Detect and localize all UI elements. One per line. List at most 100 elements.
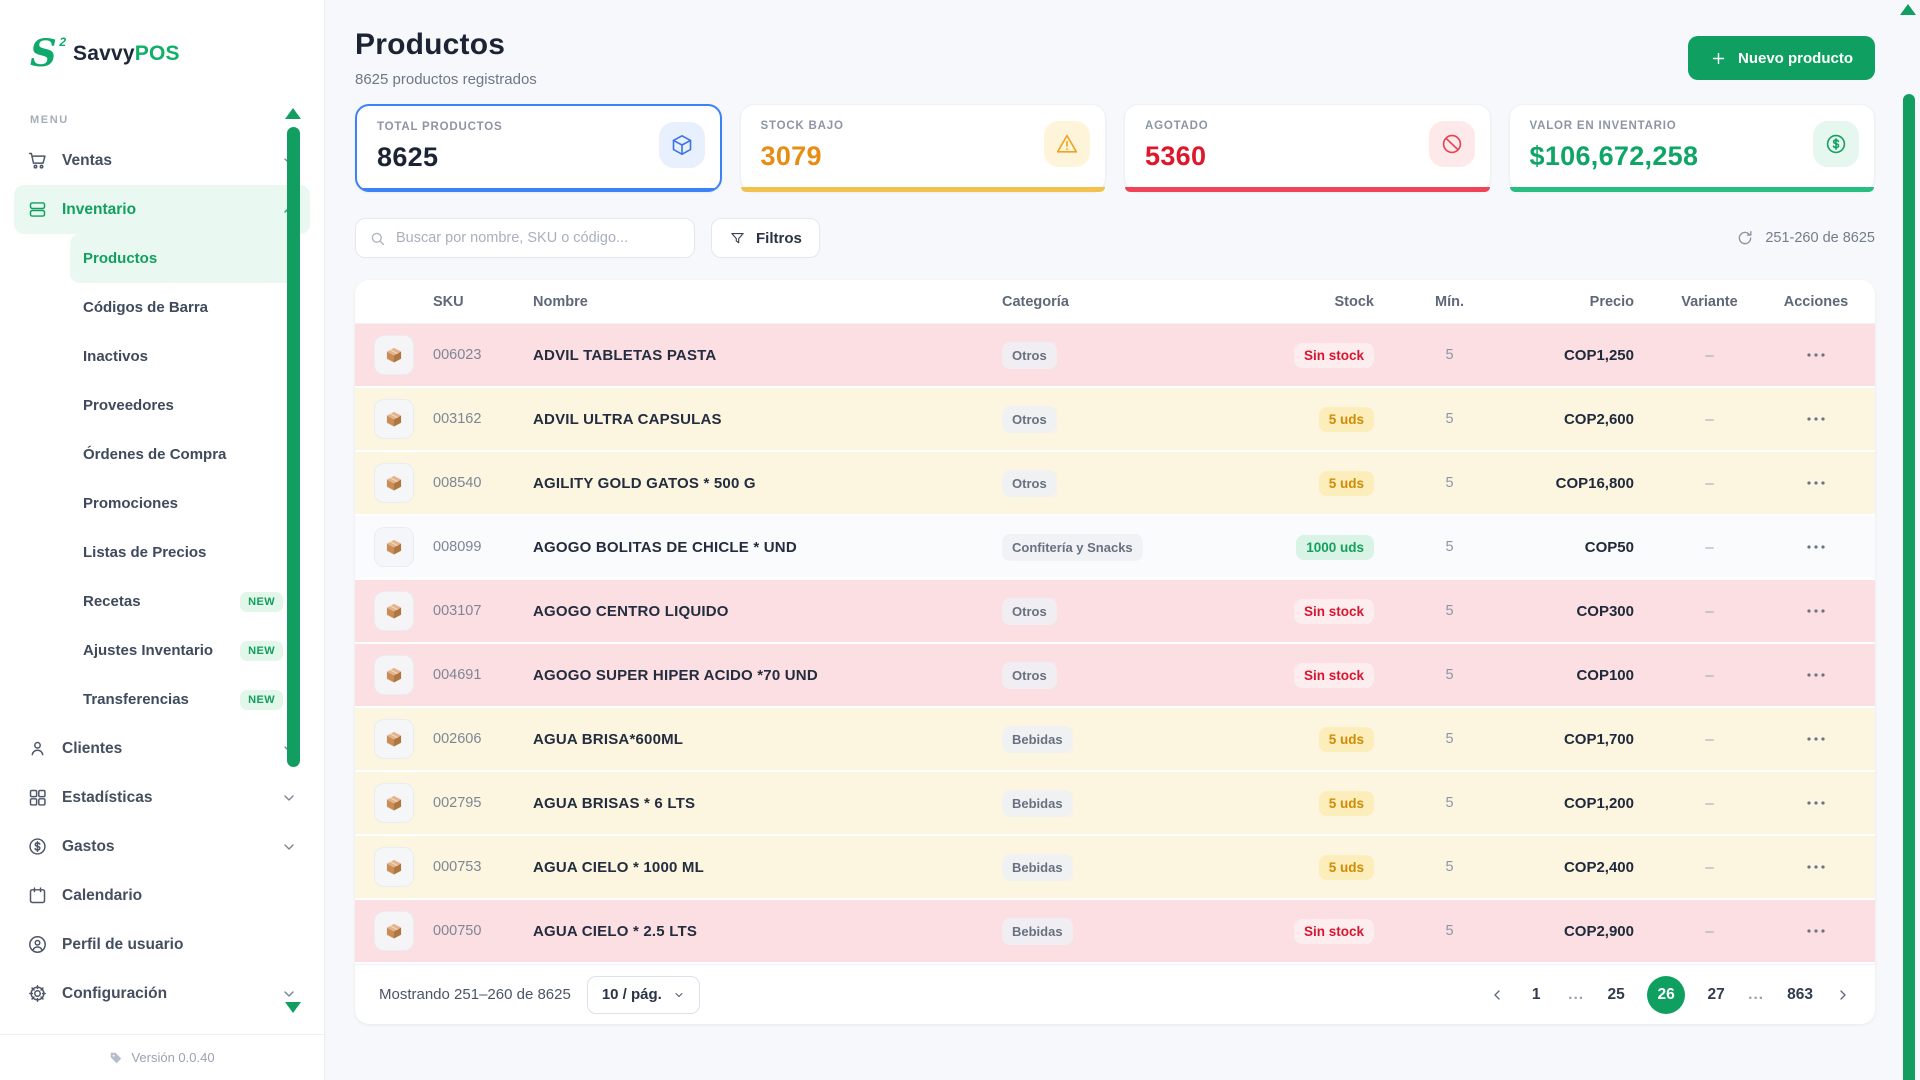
product-row[interactable]: 006023 ADVIL TABLETAS PASTA Otros Sin st… [355,324,1875,388]
package-icon [374,719,414,759]
variant-cell: – [1662,475,1757,492]
sidebar-item-ventas[interactable]: Ventas [14,136,310,185]
product-name-cell: AGOGO SUPER HIPER ACIDO *70 UND [533,667,1002,684]
page-button-26-active[interactable]: 26 [1647,976,1685,1014]
new-product-button[interactable]: Nuevo producto [1688,36,1875,80]
prev-page-button[interactable] [1489,987,1505,1003]
page-button-27[interactable]: 27 [1707,986,1725,1004]
sidebar-item-estadisticas[interactable]: Estadísticas [14,773,310,822]
package-icon [374,591,414,631]
package-icon [374,911,414,951]
page-button-1[interactable]: 1 [1527,986,1545,1004]
search-box [355,218,695,258]
stat-card-total-productos[interactable]: TOTAL PRODUCTOS 8625 [355,104,722,192]
sidebar-item-calendario[interactable]: Calendario [14,871,310,920]
product-name-cell: AGOGO CENTRO LIQUIDO [533,603,1002,620]
dollar-circle-icon [27,836,48,857]
column-header-stock[interactable]: Stock [1252,294,1402,310]
product-row[interactable]: 004691 AGOGO SUPER HIPER ACIDO *70 UND O… [355,644,1875,708]
sidebar-subitem-listas-de-precios[interactable]: Listas de Precios [70,528,296,577]
brand-logo[interactable]: S2 SavvyPOS [0,0,324,74]
row-actions-button[interactable] [1806,480,1826,486]
row-actions-button[interactable] [1806,608,1826,614]
product-row[interactable]: 000753 AGUA CIELO * 1000 ML Bebidas 5 ud… [355,836,1875,900]
stock-badge: 5 uds [1319,791,1374,816]
sidebar-subitem-recetas[interactable]: RecetasNEW [70,577,296,626]
product-row[interactable]: 003107 AGOGO CENTRO LIQUIDO Otros Sin st… [355,580,1875,644]
product-row[interactable]: 002795 AGUA BRISAS * 6 LTS Bebidas 5 uds… [355,772,1875,836]
variant-cell: – [1662,603,1757,620]
row-actions-button[interactable] [1806,736,1826,742]
sidebar-subitem-ajustes-inventario[interactable]: Ajustes InventarioNEW [70,626,296,675]
product-row[interactable]: 008540 AGILITY GOLD GATOS * 500 G Otros … [355,452,1875,516]
product-name-cell: AGOGO BOLITAS DE CHICLE * UND [533,539,1002,556]
column-header-sku[interactable]: SKU [433,294,533,310]
row-actions-button[interactable] [1806,544,1826,550]
sidebar-item-gastos[interactable]: Gastos [14,822,310,871]
stat-card-stock-bajo[interactable]: STOCK BAJO 3079 [740,104,1107,192]
package-icon [374,655,414,695]
page-size-select[interactable]: 10 / pág. [587,976,700,1014]
stat-card-valor-inventario[interactable]: VALOR EN INVENTARIO $106,672,258 [1509,104,1876,192]
sidebar-item-inventario[interactable]: Inventario [14,185,310,234]
page-button-863[interactable]: 863 [1787,986,1813,1004]
category-chip: Bebidas [1002,854,1073,881]
sidebar-scroll-up-arrow[interactable] [285,108,301,119]
product-row[interactable]: 008099 AGOGO BOLITAS DE CHICLE * UND Con… [355,516,1875,580]
sidebar-scrollbar-thumb[interactable] [287,127,300,767]
row-actions-button[interactable] [1806,928,1826,934]
row-actions-button[interactable] [1806,416,1826,422]
main-content: Productos 8625 productos registrados Nue… [325,0,1920,1080]
app-version: Versión 0.0.40 [109,1050,214,1065]
sidebar-item-clientes[interactable]: Clientes [14,724,310,773]
stat-label: AGOTADO [1145,120,1470,132]
product-row[interactable]: 002606 AGUA BRISA*600ML Bebidas 5 uds 5 … [355,708,1875,772]
stock-badge: Sin stock [1294,663,1374,688]
page-button-25[interactable]: 25 [1607,986,1625,1004]
warning-triangle-icon [1044,121,1090,167]
sidebar-subitem-transferencias[interactable]: TransferenciasNEW [70,675,296,724]
page-scroll-up-arrow[interactable] [1900,4,1916,15]
row-actions-button[interactable] [1806,864,1826,870]
column-header-precio[interactable]: Precio [1497,294,1662,310]
search-input[interactable] [396,230,681,246]
column-header-nombre[interactable]: Nombre [533,294,1002,310]
next-page-button[interactable] [1835,987,1851,1003]
dollar-circle-icon [1813,121,1859,167]
row-actions-button[interactable] [1806,800,1826,806]
column-header-variante[interactable]: Variante [1662,294,1757,310]
sidebar-item-configuracion[interactable]: Configuración [14,969,310,1018]
sidebar-subitem-codigos-de-barra[interactable]: Códigos de Barra [70,283,296,332]
pagination: 1 ... 25 26 27 ... 863 [1489,976,1851,1014]
sidebar-subitem-promociones[interactable]: Promociones [70,479,296,528]
price-cell: COP16,800 [1497,475,1662,492]
sidebar-subitem-productos[interactable]: Productos [70,234,296,283]
refresh-icon[interactable] [1736,229,1754,247]
row-actions-button[interactable] [1806,672,1826,678]
column-header-acciones[interactable]: Acciones [1757,294,1875,310]
sku-cell: 002606 [433,731,533,747]
category-chip: Bebidas [1002,726,1073,753]
stat-value: 3079 [761,141,1086,172]
sidebar-subitem-ordenes-de-compra[interactable]: Órdenes de Compra [70,430,296,479]
stock-badge: Sin stock [1294,599,1374,624]
column-header-categoria[interactable]: Categoría [1002,294,1252,310]
product-name-cell: AGUA BRISAS * 6 LTS [533,795,1002,812]
product-row[interactable]: 000750 AGUA CIELO * 2.5 LTS Bebidas Sin … [355,900,1875,964]
sidebar-subitem-proveedores[interactable]: Proveedores [70,381,296,430]
column-header-min[interactable]: Mín. [1402,294,1497,310]
product-row[interactable]: 003162 ADVIL ULTRA CAPSULAS Otros 5 uds … [355,388,1875,452]
stock-badge: Sin stock [1294,343,1374,368]
filters-button[interactable]: Filtros [711,218,820,258]
page-scrollbar-thumb[interactable] [1903,94,1915,1080]
table-toolbar: Filtros 251-260 de 8625 [355,218,1875,258]
range-info: 251-260 de 8625 [1736,229,1875,247]
sidebar-item-perfil[interactable]: Perfil de usuario [14,920,310,969]
min-cell: 5 [1402,603,1497,619]
sidebar-subitem-inactivos[interactable]: Inactivos [70,332,296,381]
sidebar-scroll-down-arrow[interactable] [285,1002,301,1013]
row-actions-button[interactable] [1806,352,1826,358]
stat-card-agotado[interactable]: AGOTADO 5360 [1124,104,1491,192]
table-footer: Mostrando 251–260 de 8625 10 / pág. 1 ..… [355,964,1875,1024]
stock-badge: Sin stock [1294,919,1374,944]
